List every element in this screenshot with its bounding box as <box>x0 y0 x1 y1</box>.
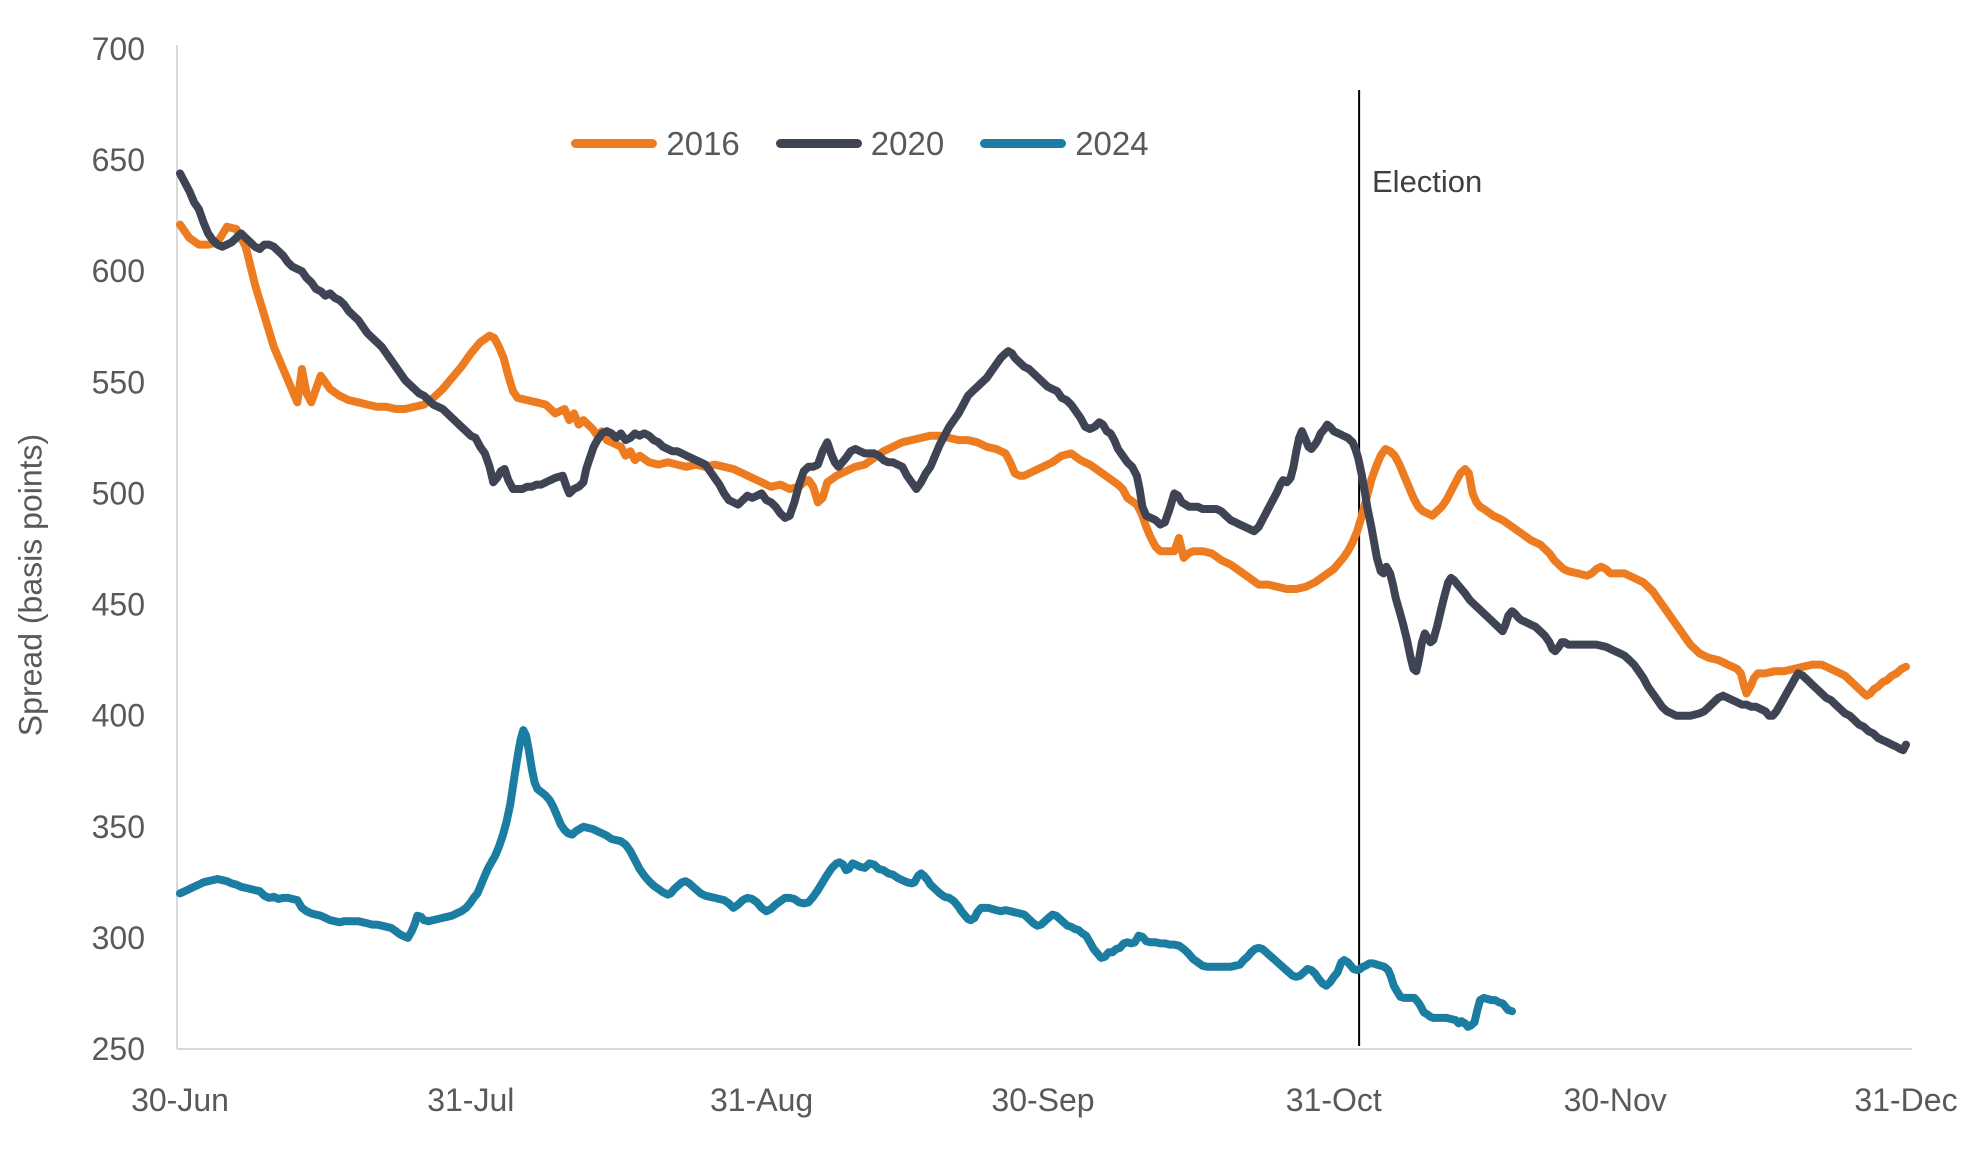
legend-swatch-2020 <box>775 139 862 148</box>
legend-item-2024: 2024 <box>980 125 1149 162</box>
y-axis-title: Spread (basis points) <box>12 433 49 737</box>
series-lines <box>176 169 1910 1031</box>
y-tick-label: 700 <box>92 31 145 67</box>
legend-item-2020: 2020 <box>775 125 945 162</box>
legend-swatch-2016 <box>571 139 658 148</box>
legend-item-2016: 2016 <box>571 125 740 162</box>
x-tick-label: 31-Dec <box>1854 1082 1957 1118</box>
series-line-2016 <box>176 220 1910 700</box>
legend-label-2024: 2024 <box>1075 125 1149 162</box>
x-tick-label: 30-Jun <box>131 1082 229 1118</box>
x-tick-label: 30-Nov <box>1564 1082 1667 1118</box>
x-tick-label: 30-Sep <box>991 1082 1094 1118</box>
y-tick-label: 550 <box>92 364 145 400</box>
legend-swatch-2024 <box>980 139 1067 148</box>
legend-label-2016: 2016 <box>666 125 740 162</box>
legend-label-2020: 2020 <box>870 125 945 162</box>
x-tick-label: 31-Jul <box>427 1082 514 1118</box>
axes <box>176 45 1912 1050</box>
election-annotation-label: Election <box>1372 164 1483 199</box>
y-tick-label: 350 <box>92 809 145 845</box>
y-tick-label: 450 <box>92 587 145 623</box>
y-tick-label: 500 <box>92 475 145 511</box>
series-line-2024 <box>176 726 1516 1031</box>
x-tick-label: 31-Oct <box>1286 1082 1382 1118</box>
y-tick-label: 300 <box>92 920 145 956</box>
y-tick-label: 650 <box>92 142 145 178</box>
x-tick-label: 31-Aug <box>710 1082 813 1118</box>
legend: 2016 2020 2024 <box>0 127 1720 160</box>
axis-tick-labels: 700 650 600 550 500 450 400 350 300 250 30-Jun 31-J… <box>92 31 1958 1118</box>
y-tick-label: 250 <box>92 1031 145 1067</box>
y-tick-label: 400 <box>92 698 145 734</box>
series-line-2020 <box>176 169 1910 755</box>
y-tick-label: 600 <box>92 253 145 289</box>
